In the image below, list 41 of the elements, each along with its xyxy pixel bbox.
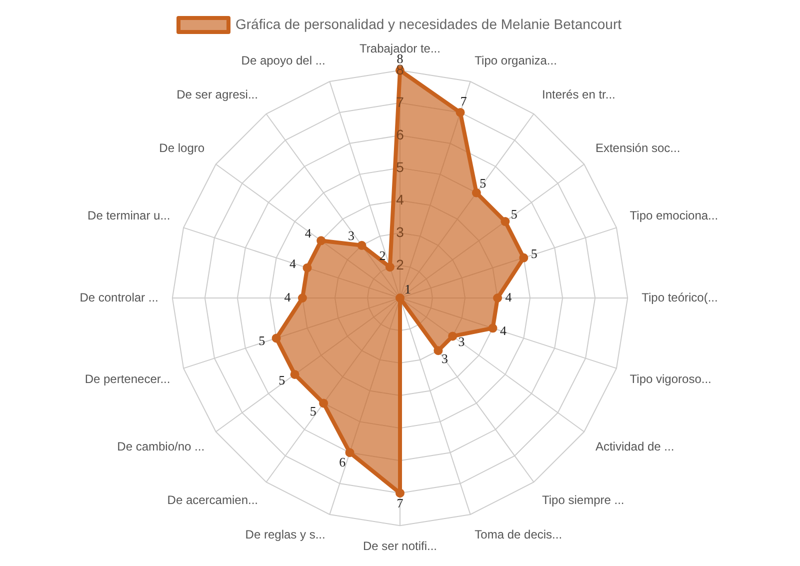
y-tick-label: 4 bbox=[396, 191, 404, 208]
data-label: 5 bbox=[310, 404, 316, 419]
spoke-label: De logro bbox=[159, 141, 205, 156]
data-label: 3 bbox=[458, 334, 465, 350]
spoke-label: De pertenecer... bbox=[84, 372, 170, 386]
data-label: 4 bbox=[284, 289, 292, 304]
spoke-label: Tipo vigoroso... bbox=[630, 372, 712, 386]
spoke-label: De acercamien... bbox=[167, 492, 258, 507]
data-label: 4 bbox=[505, 289, 512, 304]
spoke-label: De reglas y s... bbox=[245, 527, 326, 542]
data-label: 1 bbox=[404, 282, 411, 297]
data-label: 5 bbox=[258, 333, 266, 348]
spoke-label: Trabajador te... bbox=[360, 42, 440, 56]
spoke-label: Tipo teórico(... bbox=[642, 290, 718, 304]
data-label: 4 bbox=[290, 256, 297, 271]
data-label: 6 bbox=[339, 454, 346, 470]
spoke-label: Tipo siempre ... bbox=[542, 492, 624, 507]
spoke-label: Toma de decis... bbox=[474, 527, 562, 542]
data-label: 3 bbox=[441, 350, 448, 366]
data-label: 4 bbox=[304, 226, 312, 241]
data-label: 5 bbox=[510, 206, 518, 222]
data-label: 3 bbox=[348, 228, 355, 243]
data-label: 4 bbox=[500, 322, 507, 338]
data-label: 5 bbox=[530, 246, 538, 261]
data-label: 7 bbox=[460, 93, 468, 108]
spoke-label: Tipo emociona... bbox=[630, 208, 718, 222]
spoke-label: De controlar ... bbox=[80, 290, 158, 304]
spoke-label: Tipo organiza... bbox=[474, 53, 557, 68]
data-label: 5 bbox=[278, 372, 286, 388]
y-tick-label: 2 bbox=[396, 256, 404, 272]
spoke-label: De apoyo del ... bbox=[241, 53, 326, 68]
spoke-label: Actividad de ... bbox=[595, 440, 674, 454]
spoke-label: De terminar u... bbox=[88, 208, 170, 222]
spoke-label: De cambio/no ... bbox=[117, 440, 205, 454]
spoke-label: Interés en tr... bbox=[542, 88, 616, 102]
spoke-label: De ser agresi... bbox=[176, 88, 258, 102]
spoke-label: Extensión soc... bbox=[595, 141, 680, 156]
y-tick-label: 3 bbox=[396, 224, 404, 240]
legend-label: Gráfica de personalidad y necesidades de Melanie Betancourt bbox=[235, 16, 622, 32]
spoke-label: De ser notifi... bbox=[362, 539, 438, 554]
data-label: 5 bbox=[480, 175, 486, 190]
